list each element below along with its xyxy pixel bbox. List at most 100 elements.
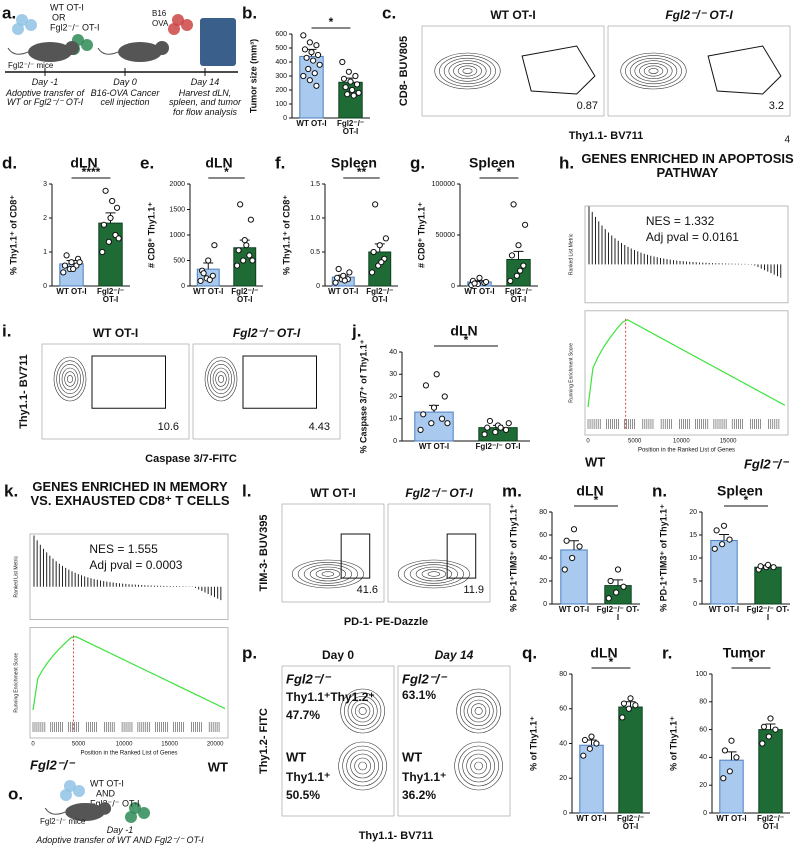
- data-point: [113, 204, 121, 211]
- contour: [354, 757, 371, 775]
- y-tick-label: 0: [563, 810, 567, 817]
- x-tick-label-box: Fgl2⁻/⁻ OT-I: [97, 288, 124, 304]
- data-point: [237, 201, 244, 208]
- y-tick-label: 20: [689, 509, 697, 516]
- data-point: [306, 39, 313, 46]
- step-text: Adoptive transfer of WT or Fgl2⁻/⁻ OT-I: [5, 89, 85, 108]
- data-point: [63, 252, 70, 259]
- data-point: [372, 201, 379, 208]
- x-tick-label: Fgl2⁻/⁻ OT-I: [504, 288, 533, 305]
- panel-letter: i.: [2, 321, 11, 340]
- data-point: [200, 270, 207, 277]
- y-axis-label: % of Thy1.1⁺: [668, 716, 678, 771]
- x-tick-label-box: WT OT-I: [56, 288, 87, 296]
- bar: [754, 566, 782, 605]
- x-tick-label: 15000: [720, 439, 737, 445]
- data-point: [492, 429, 499, 436]
- data-point: [605, 595, 612, 602]
- x-tick-label: WT OT-I: [328, 288, 359, 296]
- schematic-label: Fgl2⁻/⁻ OT-I: [90, 798, 140, 808]
- group-label: WT: [402, 749, 422, 764]
- data-point: [382, 235, 389, 242]
- data-point: [376, 242, 383, 249]
- plot-frame: [29, 533, 229, 620]
- schematic-label: WT OT-I: [50, 2, 84, 12]
- y-tick-label: 500: [173, 257, 185, 264]
- cell: [81, 39, 93, 51]
- adj-pval: Adj pval = 0.0161: [646, 230, 739, 244]
- panel-letter: m.: [502, 481, 522, 500]
- significance: *: [224, 165, 229, 179]
- data-point: [593, 740, 600, 747]
- data-point: [347, 78, 354, 85]
- gene-ticks: [32, 722, 220, 732]
- contour: [350, 753, 375, 779]
- x-tick-label-box: Fgl2⁻/⁻ OT-I: [597, 606, 640, 622]
- x-tick-label: WT OT-I: [708, 606, 740, 614]
- panel-letter: a.: [2, 3, 16, 22]
- y-axis-label: Ranked List Metric: [13, 556, 19, 598]
- contour: [321, 571, 335, 577]
- y-tick-label: 500: [275, 45, 287, 52]
- cell: [125, 811, 137, 823]
- significance: *: [464, 333, 469, 347]
- y-tick-label: 0.5: [310, 249, 320, 256]
- x-tick-label: WT OT-I: [56, 288, 87, 296]
- error-bar: [719, 534, 729, 541]
- cell: [138, 807, 150, 819]
- y-tick-label: 10: [689, 555, 697, 562]
- data-point: [627, 695, 634, 702]
- plot-frame: [397, 665, 511, 817]
- mouse-tail: [44, 807, 66, 815]
- mouse-body: [65, 803, 105, 821]
- y-axis-label: Ranked List Metric: [568, 233, 574, 275]
- panel-letter: k.: [4, 481, 18, 500]
- data-point: [109, 197, 116, 205]
- panel-letter: g.: [410, 153, 425, 172]
- chart-title: dLN: [576, 483, 603, 499]
- data-point: [420, 411, 427, 418]
- contour: [351, 699, 374, 723]
- gate: [242, 355, 317, 409]
- gate-value: 50.5%: [286, 788, 320, 802]
- plot-title: Fgl2⁻/⁻ OT-I: [233, 326, 301, 340]
- data-point: [438, 415, 446, 422]
- data-point: [569, 554, 576, 562]
- data-point: [733, 754, 740, 761]
- gsea-title-box: GENES ENRICHED IN MEMORY VS. EXHAUSTED C…: [30, 480, 230, 508]
- plot-title: Day 0: [322, 648, 354, 662]
- contour: [457, 65, 478, 77]
- gsea-title: GENES ENRICHED IN MEMORY VS. EXHAUSTED C…: [30, 480, 230, 508]
- y-tick-label: 10: [389, 416, 397, 423]
- data-point: [346, 269, 353, 276]
- data-point: [505, 420, 512, 427]
- x-tick-label: WT OT-I: [193, 288, 224, 296]
- data-point: [570, 526, 578, 533]
- contour: [344, 692, 382, 730]
- step-text-box: B16-OVA Cancer cell injection: [91, 89, 160, 107]
- y-axis-label: % PD-1⁺TIM3⁺ of Thy1.1⁺: [508, 504, 518, 612]
- contour: [358, 761, 367, 771]
- panel-letter: h.: [559, 153, 574, 172]
- y-tick-label: 100000: [432, 181, 455, 188]
- flow-cytometer: [200, 18, 236, 66]
- significance: **: [357, 165, 367, 179]
- y-tick-label: 400: [275, 59, 287, 66]
- panel-letter: l.: [242, 481, 251, 500]
- data-point: [311, 70, 318, 77]
- x-tick-label-box: Fgl2⁻/⁻ OT-I: [757, 815, 784, 831]
- mouse-head: [98, 802, 112, 815]
- enrichment-curve: [32, 636, 226, 711]
- plot-title: Fgl2⁻/⁻ OT-I: [665, 8, 733, 22]
- cell: [60, 789, 72, 801]
- gate-value: 10.6: [158, 421, 179, 433]
- data-point: [713, 527, 720, 534]
- contour: [620, 52, 687, 90]
- data-point: [306, 77, 313, 84]
- x-tick-label: Fgl2⁻/⁻ OT-I: [366, 288, 394, 305]
- x-tick-label-box: WT OT-I: [464, 288, 494, 296]
- ranked-metric: [588, 206, 782, 278]
- chart-title: Spleen: [717, 483, 763, 499]
- data-point: [764, 561, 772, 569]
- contour: [462, 749, 495, 783]
